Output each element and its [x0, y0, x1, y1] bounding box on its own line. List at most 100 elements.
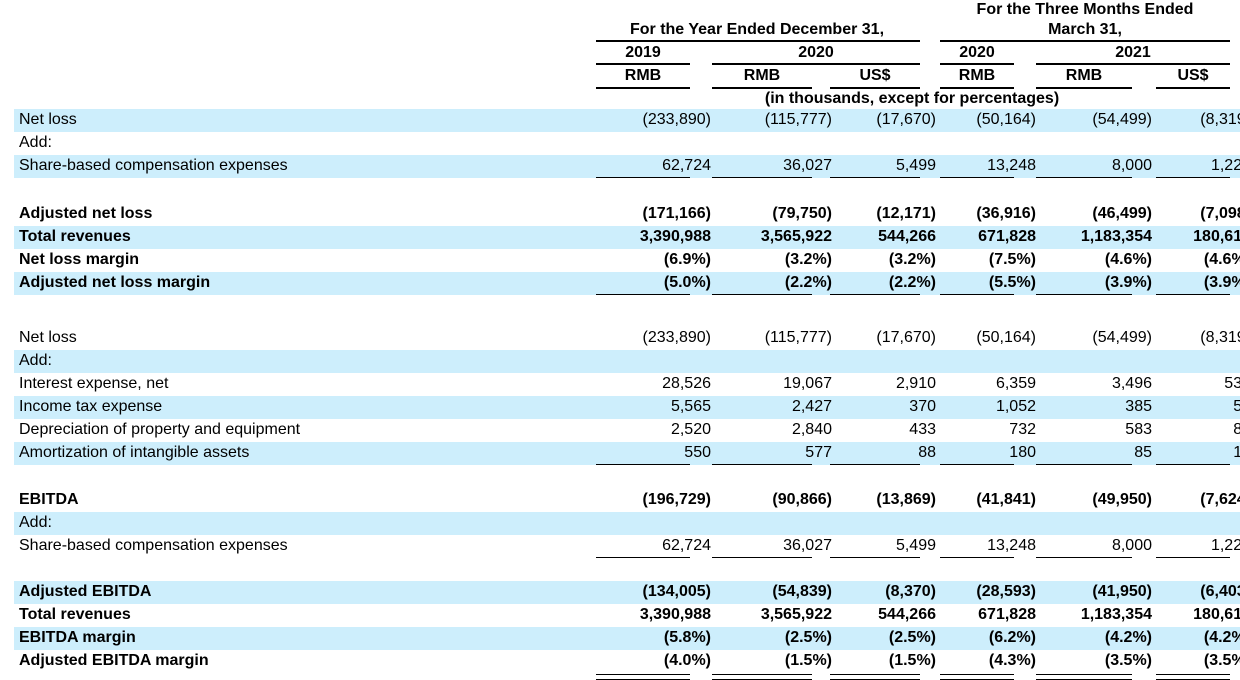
row-value-col-5: (4.2%): [1104, 629, 1152, 646]
subtotal-rule: [1036, 464, 1132, 465]
row-value-col-1: 28,526: [662, 375, 711, 392]
row-label: Interest expense, net: [19, 375, 169, 392]
row-value-col-5: 8,000: [1111, 157, 1152, 174]
subtotal-rule: [1156, 177, 1230, 178]
row-value-col-5: (3.9%): [1104, 274, 1152, 291]
row-value-col-5: 8,000: [1111, 537, 1152, 554]
row-label: Share-based compensation expenses: [19, 537, 288, 554]
subtotal-rule: [1036, 557, 1132, 558]
row-value-col-6: 180,615: [1193, 606, 1240, 623]
row-value-col-6: (6,403): [1200, 583, 1240, 600]
row-label: Adjusted net loss: [19, 205, 153, 222]
row-value-col-5: 583: [1125, 421, 1152, 438]
row-label: Total revenues: [19, 228, 131, 245]
row-value-col-3: (1.5%): [888, 652, 936, 669]
row-value-col-4: (28,593): [976, 583, 1036, 600]
table-row: Adjusted net loss margin (5.0%) (2.2%) (2.2…: [14, 272, 1240, 295]
row-value-col-3: (13,869): [876, 491, 936, 508]
subtotal-rule: [712, 177, 812, 178]
row-value-col-3: (8,370): [885, 583, 936, 600]
row-value-col-1: (134,005): [642, 583, 712, 600]
table-row: Total revenues 3,390,988 3,565,922 544,266 6…: [14, 226, 1240, 249]
row-value-col-6: 534: [1224, 375, 1240, 392]
total-double-rule: [940, 674, 1014, 680]
table-row: Adjusted net loss (171,166) (79,750) (12,17…: [14, 203, 1240, 226]
row-value-col-5: 3,496: [1111, 375, 1152, 392]
row-label: Add:: [19, 352, 52, 369]
row-value-col-2: (90,866): [772, 491, 832, 508]
header-rule-2019: [596, 63, 690, 65]
row-value-col-1: 2,520: [670, 421, 711, 438]
header-currency-5: RMB: [1065, 67, 1103, 84]
subtotal-rule: [830, 294, 920, 295]
header-rule-currency-4: [940, 87, 1014, 89]
header-rule-currency-6: [1156, 87, 1230, 89]
row-value-col-1: 3,390,988: [639, 228, 711, 245]
table-row: Add:: [14, 512, 1240, 535]
header-currency-6: US$: [1177, 67, 1209, 84]
row-value-col-4: (50,164): [976, 329, 1036, 346]
subtotal-rule: [830, 177, 920, 178]
row-value-col-3: 2,910: [895, 375, 936, 392]
total-double-rule: [1156, 674, 1230, 680]
table-row: Add:: [14, 132, 1240, 155]
header-rule-year-group: [596, 40, 920, 42]
row-value-col-5: (54,499): [1092, 329, 1152, 346]
row-value-col-6: 180,615: [1193, 228, 1240, 245]
table-row: Net loss margin (6.9%) (3.2%) (3.2%) (7.5%) (…: [14, 249, 1240, 272]
row-value-col-4: 671,828: [978, 606, 1036, 623]
row-label: Add:: [19, 514, 52, 531]
row-value-col-6: (3.9%): [1203, 274, 1240, 291]
subtotal-rule: [830, 464, 920, 465]
row-value-col-3: 370: [909, 398, 936, 415]
row-value-col-1: 62,724: [662, 157, 711, 174]
row-value-col-5: 1,183,354: [1080, 606, 1152, 623]
row-value-col-3: (17,670): [876, 329, 936, 346]
row-value-col-4: (4.3%): [988, 652, 1036, 669]
row-value-col-5: (4.6%): [1104, 251, 1152, 268]
row-value-col-1: (171,166): [642, 205, 712, 222]
header-rule-currency-5: [1036, 87, 1132, 89]
subtotal-rule: [940, 294, 1014, 295]
row-value-col-2: 2,427: [791, 398, 832, 415]
row-label: Share-based compensation expenses: [19, 157, 288, 174]
row-value-col-6: (8,319): [1200, 329, 1240, 346]
row-value-col-6: 1,221: [1210, 157, 1240, 174]
total-double-rule: [596, 674, 690, 680]
table-row: Share-based compensation expenses 62,724 3…: [14, 155, 1240, 178]
row-value-col-4: (41,841): [976, 491, 1036, 508]
row-label: Adjusted net loss margin: [19, 274, 211, 291]
table-row: Net loss (233,890) (115,777) (17,670) (50,16…: [14, 109, 1240, 132]
row-value-col-1: (5.0%): [663, 274, 711, 291]
subtotal-rule: [596, 464, 690, 465]
row-value-col-2: 36,027: [783, 537, 832, 554]
header-rule-2020: [712, 63, 920, 65]
row-label: EBITDA: [19, 491, 79, 508]
row-value-col-4: 13,248: [987, 537, 1036, 554]
row-value-col-5: 385: [1125, 398, 1152, 415]
row-label: Adjusted EBITDA: [19, 583, 152, 600]
header-rule-currency-2: [712, 87, 812, 89]
row-value-col-3: (12,171): [876, 205, 936, 222]
table-row: Adjusted EBITDA (134,005) (54,839) (8,370) (…: [14, 581, 1240, 604]
row-value-col-4: (50,164): [976, 111, 1036, 128]
subtotal-rule: [1036, 294, 1132, 295]
row-value-col-2: 3,565,922: [760, 228, 832, 245]
row-value-col-6: (4.2%): [1203, 629, 1240, 646]
subtotal-rule: [1156, 294, 1230, 295]
header-quarter-group-line2: March 31,: [1048, 21, 1122, 38]
table-row: Share-based compensation expenses 62,724 3…: [14, 535, 1240, 558]
subtotal-rule: [1036, 177, 1132, 178]
row-value-col-4: 6,359: [995, 375, 1036, 392]
subtotal-rule: [712, 557, 812, 558]
subtotal-rule: [712, 464, 812, 465]
row-value-col-6: (4.6%): [1203, 251, 1240, 268]
table-row: EBITDA margin (5.8%) (2.5%) (2.5%) (6.2%) (4.…: [14, 627, 1240, 650]
header-rule-currency-3: [830, 87, 920, 89]
units-note: (in thousands, except for percentages): [764, 90, 1060, 107]
row-label: Total revenues: [19, 606, 131, 623]
row-value-col-1: 62,724: [662, 537, 711, 554]
row-value-col-1: (233,890): [642, 329, 712, 346]
row-value-col-2: (1.5%): [784, 652, 832, 669]
row-value-col-5: 1,183,354: [1080, 228, 1152, 245]
